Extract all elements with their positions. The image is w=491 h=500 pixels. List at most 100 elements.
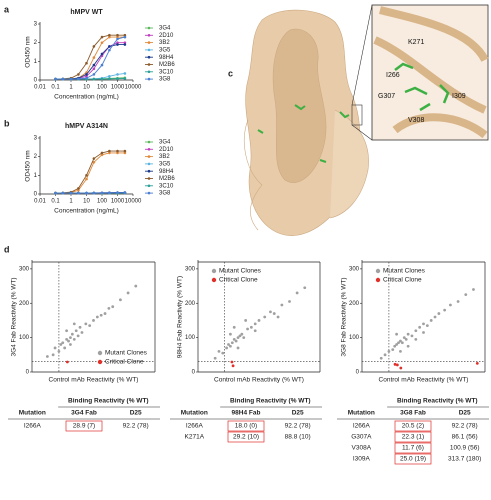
data-point [67, 339, 70, 343]
column-header: D25 [459, 410, 471, 417]
data-point [249, 325, 253, 329]
y-tick-label: 0 [34, 78, 38, 84]
data-point [123, 191, 127, 194]
data-point [433, 315, 437, 319]
data-point [69, 343, 72, 346]
table-cell: 92.2 (78) [123, 423, 149, 430]
x-tick-label: 1 [69, 85, 73, 91]
column-header: D25 [130, 410, 142, 417]
y-tick-label: 2 [34, 154, 38, 160]
data-point [108, 33, 111, 37]
data-point [100, 151, 104, 155]
data-point [230, 360, 234, 364]
x-tick-label: 1000 [111, 85, 125, 91]
series-line [55, 150, 125, 194]
data-point [100, 35, 104, 39]
data-point [85, 73, 88, 76]
data-point [116, 151, 119, 155]
data-point [74, 329, 78, 333]
legend-label: 3B2 [159, 154, 170, 160]
legend-label: 3C10 [159, 69, 174, 75]
data-point [100, 63, 104, 67]
data-point [107, 307, 111, 310]
data-point [88, 324, 92, 327]
data-point [99, 313, 103, 317]
highlight-box [394, 453, 432, 465]
data-point [108, 45, 111, 48]
data-point [475, 362, 479, 365]
data-point [95, 315, 99, 319]
y-tick-label: 3 [34, 136, 38, 142]
data-point [229, 332, 232, 336]
column-header: 3G4 Fab [71, 410, 97, 417]
data-point [404, 337, 408, 341]
x-axis-label: Concentration (ng/mL) [54, 208, 119, 215]
residue-label: I266 [386, 72, 400, 79]
data-point [85, 76, 88, 80]
data-point [80, 331, 84, 334]
legend-label: 3G4 [159, 140, 171, 146]
chart-title: hMPV WT [70, 9, 103, 16]
data-point [217, 349, 221, 353]
legend-label: Critical Clone [105, 359, 144, 366]
x-tick-label: 100 [97, 85, 108, 91]
series-line [55, 44, 125, 80]
highlight-box [65, 420, 103, 432]
y-tick-label: 2 [34, 40, 38, 46]
data-point [84, 322, 88, 326]
y-axis-label: OD450 nm [25, 150, 32, 181]
data-point [77, 188, 80, 192]
contact-residues [257, 104, 350, 163]
data-point [92, 73, 96, 76]
highlight-box [227, 431, 265, 443]
data-point [45, 355, 49, 358]
data-point [464, 293, 468, 297]
data-point [391, 348, 395, 352]
table-cell: 92.2 (78) [452, 423, 478, 430]
x-tick-label: 10 [83, 85, 90, 91]
data-point [72, 337, 76, 341]
x-tick-label: 1000 [111, 199, 125, 205]
column-header: D25 [292, 410, 304, 417]
legend-label: 2D10 [159, 147, 174, 153]
legend-label: M2B6 [159, 62, 175, 68]
table-cell: 11.7 (6) [402, 445, 424, 452]
series-line [55, 34, 125, 80]
legend-marker [147, 41, 151, 44]
data-point [78, 325, 82, 329]
data-point [77, 187, 80, 190]
data-point [85, 191, 88, 195]
legend-label: M2B6 [159, 176, 175, 182]
panel-label: c [228, 68, 233, 78]
data-point [230, 341, 234, 345]
highlight-box [227, 420, 265, 432]
legend-label: 3G5 [159, 161, 171, 167]
zoom-lines [351, 4, 373, 141]
data-point [63, 346, 67, 350]
table-cell: 28.9 (7) [73, 423, 95, 430]
data-point [116, 149, 119, 153]
y-tick-label: 200 [185, 301, 196, 307]
y-tick-label: 1 [34, 59, 38, 65]
data-point [422, 322, 425, 326]
table-cell: K271A [185, 434, 205, 441]
data-point [472, 288, 475, 291]
legend-label: 98H4 [159, 169, 174, 175]
data-point [100, 191, 104, 195]
data-point [116, 191, 119, 194]
legend-marker [211, 277, 217, 283]
data-point [123, 77, 127, 80]
data-point [116, 73, 119, 76]
legend-marker [211, 268, 217, 274]
data-point [61, 191, 65, 195]
data-point [231, 364, 235, 368]
data-point [232, 337, 236, 341]
table-cell: 86.1 (56) [452, 434, 478, 441]
legend-marker [375, 268, 381, 274]
data-point [85, 74, 88, 78]
panel-label: a [4, 4, 10, 14]
data-point [57, 349, 61, 353]
data-point [236, 346, 240, 350]
data-point [69, 336, 72, 340]
